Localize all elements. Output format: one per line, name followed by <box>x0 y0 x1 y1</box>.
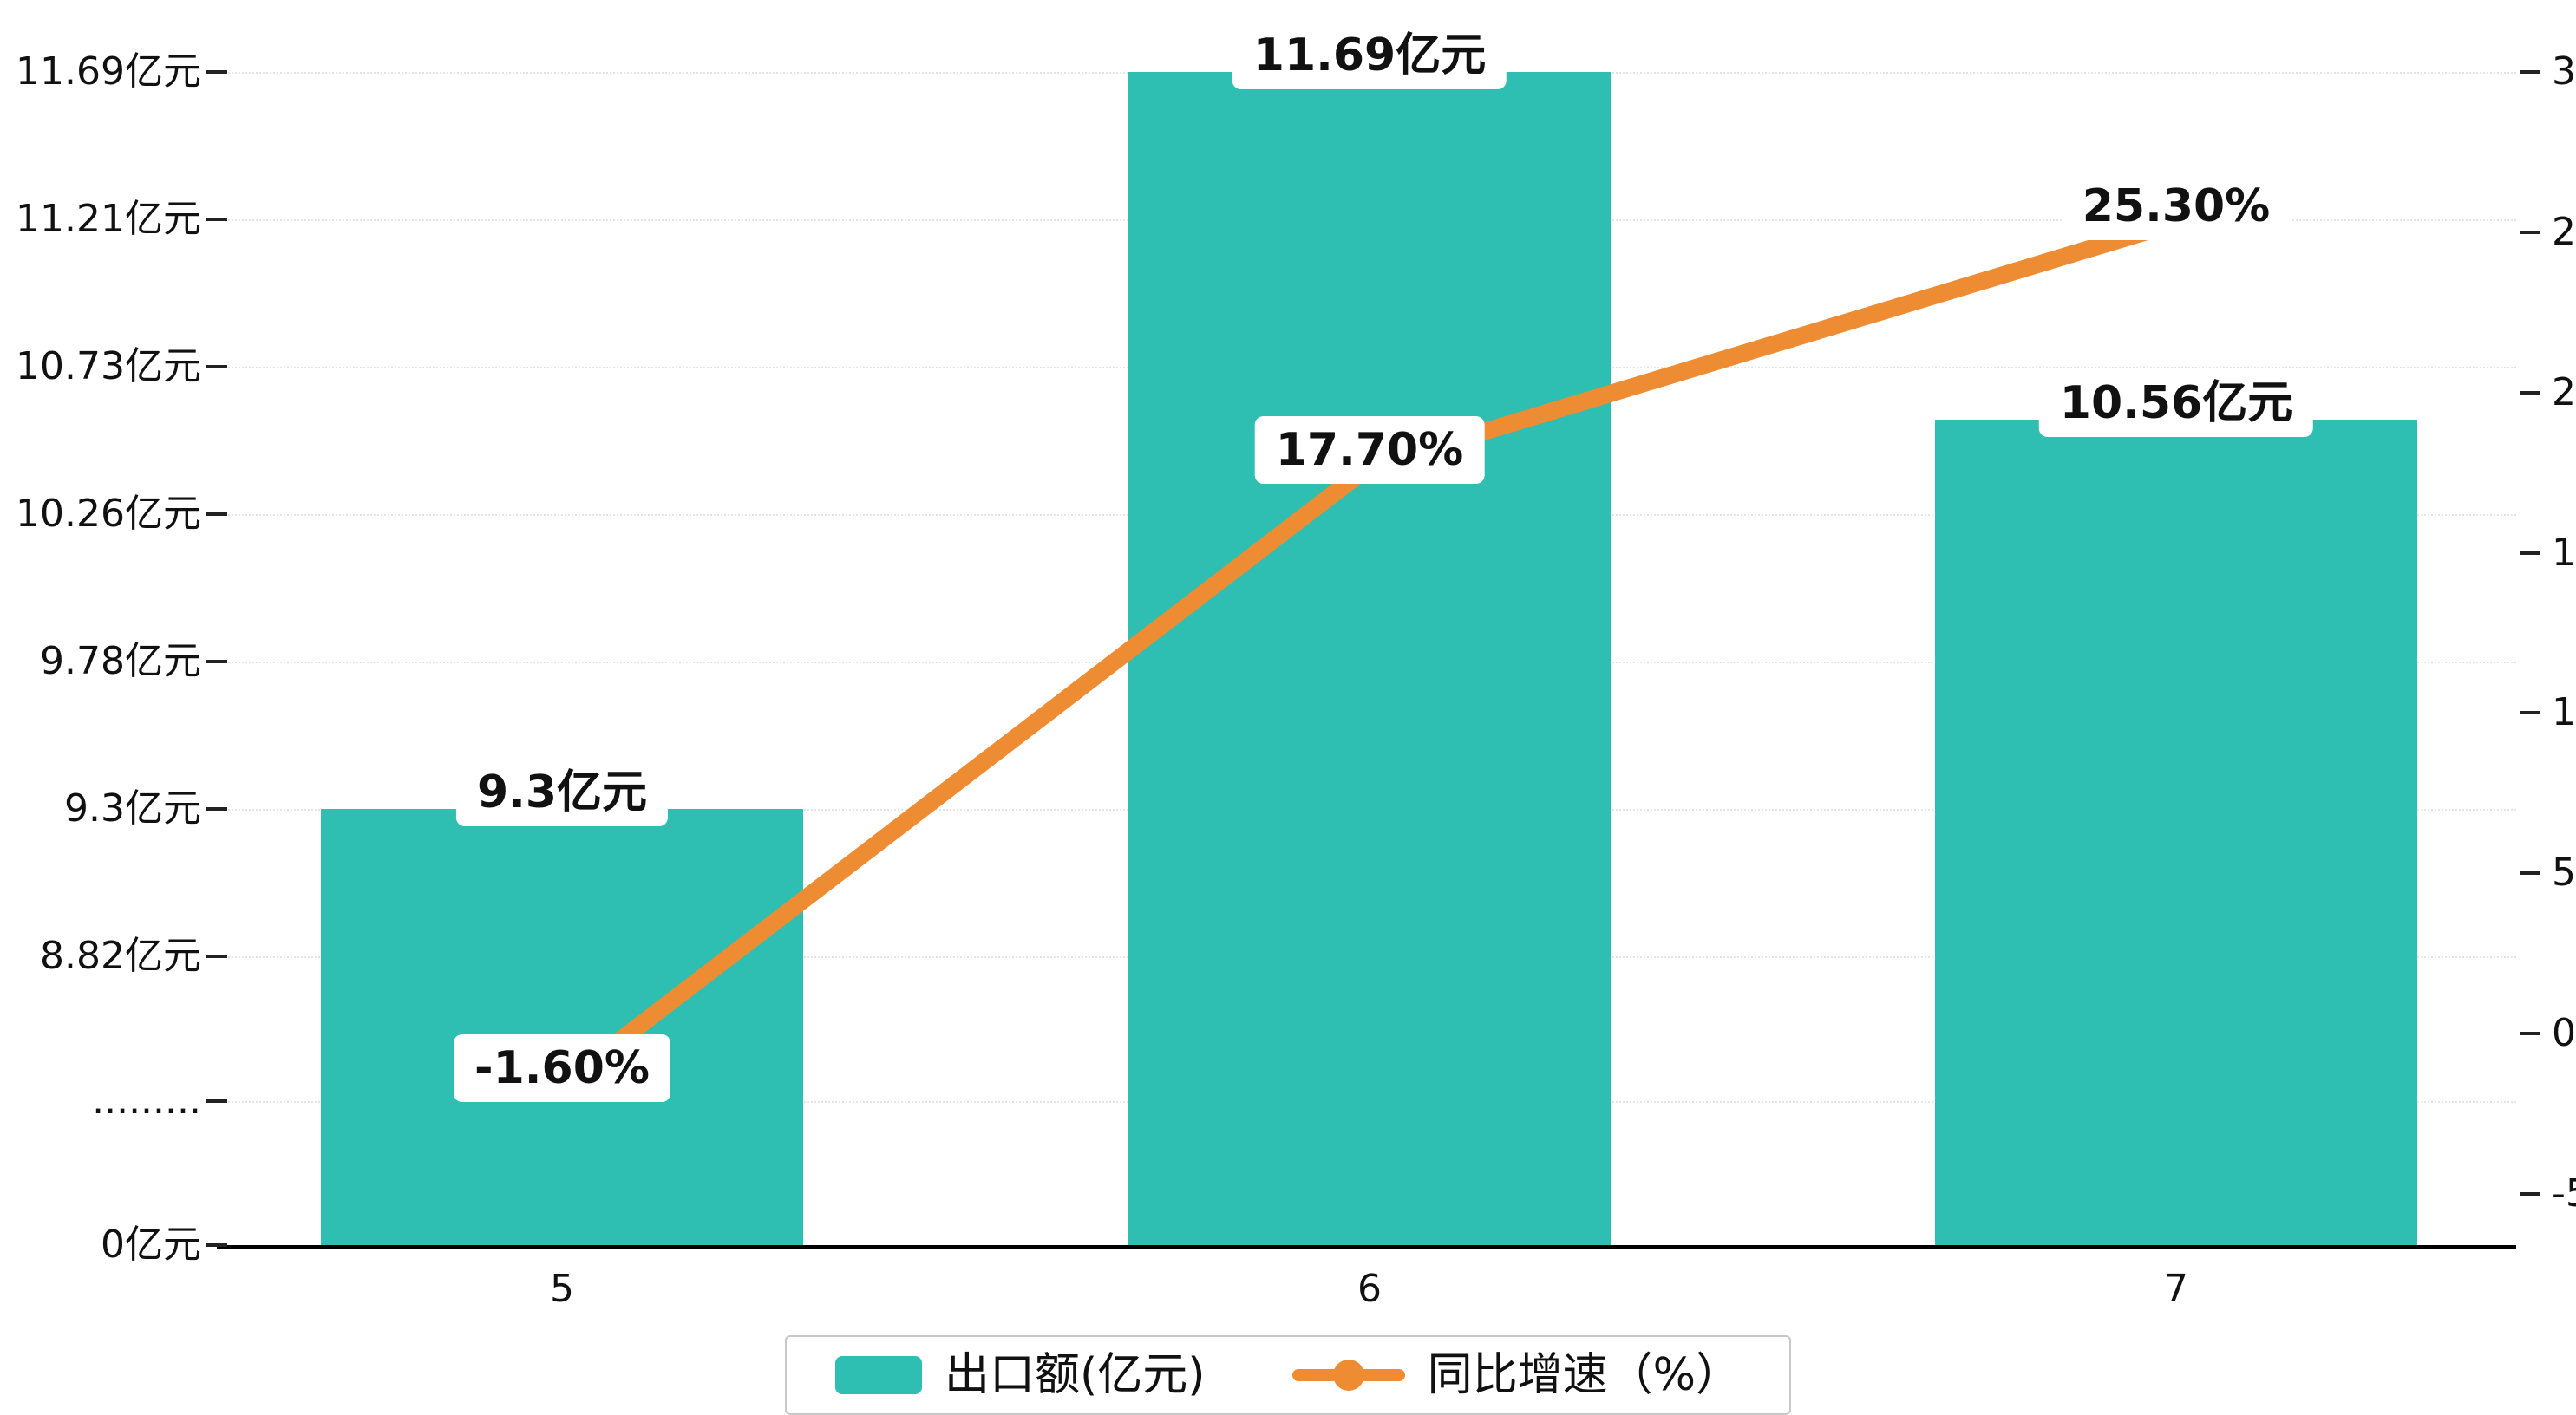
x-axis-label: 7 <box>2164 1267 2188 1311</box>
left-axis-label: ......... <box>92 1079 201 1123</box>
left-axis-label: 8.82亿元 <box>40 934 201 978</box>
left-axis-label: 10.26亿元 <box>16 492 201 536</box>
right-axis-label: 10 <box>2552 690 2576 735</box>
left-tick-mark <box>206 218 227 221</box>
left-tick-mark <box>206 660 227 663</box>
left-axis-label: 11.21亿元 <box>16 197 201 241</box>
bar-series-swatch <box>835 1356 922 1394</box>
bar-value-label: 11.69亿元 <box>1232 22 1507 89</box>
right-tick-mark <box>2520 711 2540 715</box>
right-tick-mark <box>2520 551 2540 555</box>
legend-label-growth: 同比增速（%） <box>1427 1349 1741 1401</box>
right-axis-label: -5 <box>2552 1171 2576 1216</box>
x-axis-label: 5 <box>550 1267 574 1311</box>
bar-value-label: 10.56亿元 <box>2038 369 2314 438</box>
right-axis-label: 0 <box>2552 1011 2576 1056</box>
bar-month-5[interactable] <box>321 809 803 1245</box>
right-axis-label: 25 <box>2552 209 2576 254</box>
right-tick-mark <box>2520 70 2540 74</box>
right-axis-label: 30 <box>2552 49 2576 94</box>
right-axis-label: 15 <box>2552 530 2576 575</box>
bar-value-label: 9.3亿元 <box>455 759 669 826</box>
right-axis-label: 20 <box>2552 369 2576 414</box>
line-value-label: -1.60% <box>454 1034 670 1103</box>
right-tick-mark <box>2520 390 2540 395</box>
line-series-swatch <box>1291 1360 1405 1391</box>
right-tick-mark <box>2520 1192 2540 1196</box>
line-series-dot <box>1332 1360 1364 1391</box>
x-axis-line <box>217 1245 2516 1249</box>
bar-month-7[interactable] <box>1935 420 2417 1245</box>
left-tick-mark <box>206 70 227 74</box>
left-axis-label: 9.3亿元 <box>64 786 201 831</box>
legend: 出口额(亿元) 同比增速（%） <box>785 1335 1791 1415</box>
right-tick-mark <box>2520 230 2540 234</box>
left-tick-mark <box>206 365 227 368</box>
right-tick-mark <box>2520 1032 2540 1036</box>
left-axis-label: 11.69亿元 <box>16 49 201 94</box>
left-tick-mark <box>206 807 227 811</box>
legend-label-export: 出口额(亿元) <box>945 1349 1206 1401</box>
left-tick-mark <box>206 955 227 958</box>
bar-month-6[interactable] <box>1128 72 1611 1245</box>
left-tick-mark <box>206 512 227 516</box>
x-axis-label: 6 <box>1357 1267 1382 1311</box>
legend-item-export-bar[interactable]: 出口额(亿元) <box>835 1349 1206 1401</box>
left-tick-mark <box>206 1243 227 1247</box>
line-value-label: 25.30% <box>2061 172 2292 240</box>
left-axis-label: 10.73亿元 <box>16 344 201 388</box>
left-tick-mark <box>206 1099 227 1103</box>
right-axis-label: 5 <box>2552 851 2576 896</box>
legend-item-growth-line[interactable]: 同比增速（%） <box>1291 1349 1741 1401</box>
left-axis-label: 9.78亿元 <box>40 639 201 683</box>
right-tick-mark <box>2520 871 2540 876</box>
left-axis-label: 0亿元 <box>101 1223 201 1267</box>
line-value-label: 17.70% <box>1254 415 1485 484</box>
